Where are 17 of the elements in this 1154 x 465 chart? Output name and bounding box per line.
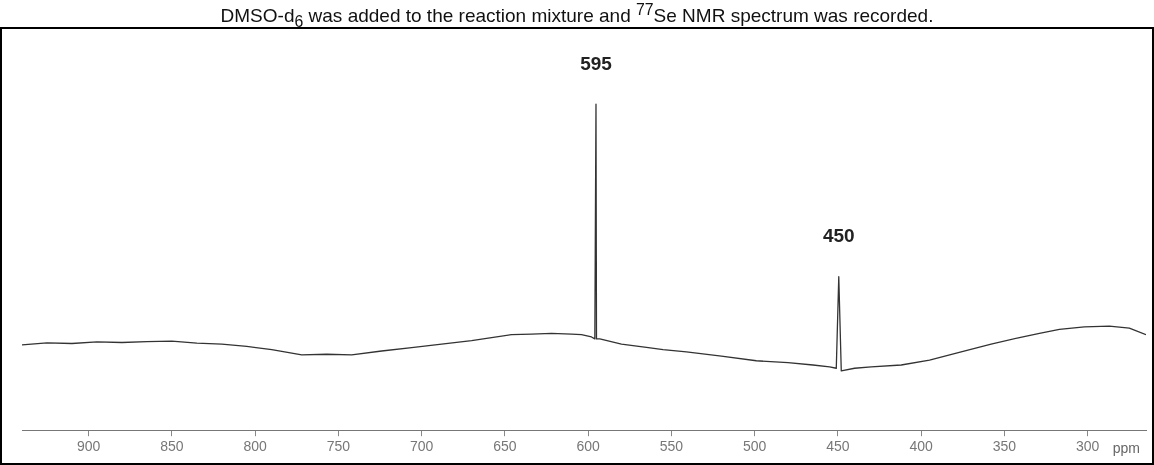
x-tick-label: 850 xyxy=(160,438,184,455)
x-tick-label: 650 xyxy=(493,438,517,455)
x-tick-label: 550 xyxy=(659,438,684,455)
x-axis-title: ppm xyxy=(1112,440,1140,457)
x-tick-label: 900 xyxy=(76,438,101,455)
x-tick-label: 450 xyxy=(826,438,850,455)
x-tick-label: 600 xyxy=(576,438,601,455)
annotation: 595 xyxy=(580,52,613,74)
x-tick-label: 400 xyxy=(909,438,934,455)
annotation: 450 xyxy=(822,225,855,247)
x-tick-label: 700 xyxy=(409,438,434,455)
x-tick-label: 350 xyxy=(992,438,1017,455)
x-tick-label: 750 xyxy=(326,438,351,455)
x-tick-label: 300 xyxy=(1076,438,1100,455)
chart-title: DMSO-d$_{6}$ was added to the reaction mixture and $^{77}$Se NMR spectrum was recorded. xyxy=(219,0,935,31)
x-tick-label: 500 xyxy=(743,438,767,455)
x-tick-label: 800 xyxy=(243,438,268,455)
